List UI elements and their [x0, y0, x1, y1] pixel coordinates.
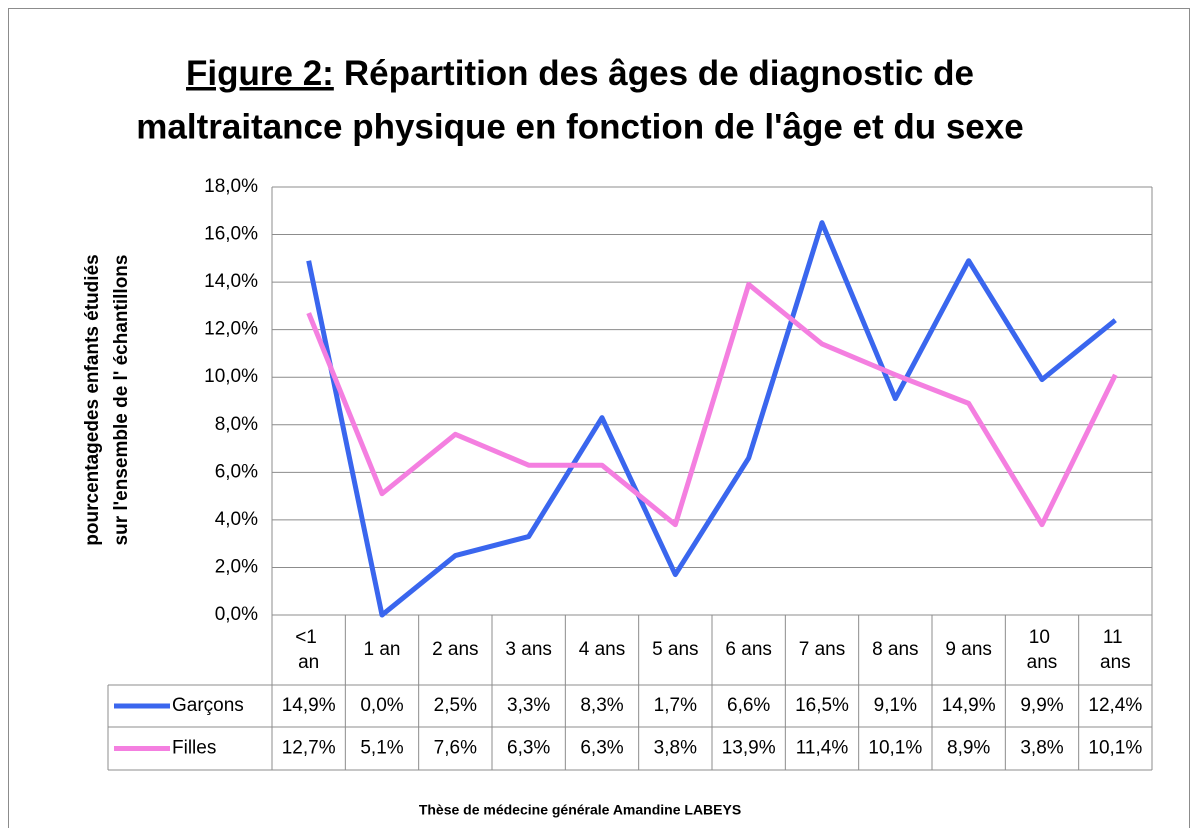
x-tick-label: 9 ans [945, 639, 991, 660]
y-axis-label: sur l'ensemble de l' échantillons [111, 255, 132, 546]
y-tick-label: 0,0% [215, 604, 258, 625]
data-label: 8,9% [947, 738, 990, 759]
y-tick-label: 16,0% [204, 224, 258, 245]
data-label: 13,9% [722, 738, 776, 759]
data-label: 14,9% [282, 695, 336, 716]
data-label: 9,1% [874, 695, 917, 716]
data-label: 14,9% [942, 695, 996, 716]
y-tick-label: 12,0% [204, 319, 258, 340]
y-tick-label: 14,0% [204, 271, 258, 292]
x-tick-label: 2 ans [432, 639, 478, 660]
x-tick-label-line: an [298, 652, 319, 673]
data-label: 7,6% [434, 738, 477, 759]
x-tick-label-line: ans [1100, 652, 1131, 673]
data-label: 3,8% [654, 738, 697, 759]
x-tick-label-line: 10 [1029, 627, 1055, 648]
y-tick-label: 4,0% [215, 509, 258, 530]
data-label: 3,3% [507, 695, 550, 716]
title-prefix: Figure 2: [186, 54, 334, 93]
x-tick-label-line: <1 [295, 627, 322, 648]
x-tick-label-line: ans [1027, 652, 1058, 673]
data-label: 10,1% [1088, 738, 1142, 759]
series-line [306, 220, 1117, 618]
x-tick-label: 5 ans [652, 639, 698, 660]
x-tick-label-line: 11 [1103, 627, 1128, 648]
y-tick-label: 10,0% [204, 366, 258, 387]
data-label: 0,0% [360, 695, 403, 716]
x-tick-label: 3 ans [505, 639, 551, 660]
y-tick-label: 8,0% [215, 414, 258, 435]
x-tick-label: 1 an [364, 639, 401, 660]
data-label: 6,6% [727, 695, 770, 716]
data-label: 1,7% [654, 695, 697, 716]
x-tick-label: 7 ans [799, 639, 845, 660]
chart-title: Figure 2: Répartition des âges de diagnos… [186, 54, 974, 93]
data-label: 11,4% [796, 738, 849, 759]
series-line [306, 281, 1118, 528]
x-tick-label: 4 ans [579, 639, 625, 660]
data-label: 16,5% [795, 695, 849, 716]
legend-label: Filles [172, 738, 216, 759]
y-tick-label: 6,0% [215, 461, 258, 482]
y-tick-label: 2,0% [215, 556, 258, 577]
x-tick-label: <1 an [295, 627, 322, 673]
data-label: 10,1% [868, 738, 922, 759]
x-tick-label: 8 ans [872, 639, 918, 660]
y-tick-label: 18,0% [204, 176, 258, 197]
title-line: maltraitance physique en fonction de l'â… [136, 107, 1023, 146]
title-line: Répartition des âges de diagnostic de [344, 54, 974, 93]
data-label: 3,8% [1020, 738, 1063, 759]
data-label: 5,1% [360, 738, 403, 759]
x-tick-label: 11 ans [1100, 627, 1131, 673]
legend-label: Garçons [172, 695, 244, 716]
data-label: 12,4% [1088, 695, 1142, 716]
data-label: 9,9% [1020, 695, 1063, 716]
x-tick-label: 10 ans [1027, 627, 1058, 673]
x-tick-label: 6 ans [725, 639, 771, 660]
data-label: 8,3% [580, 695, 623, 716]
data-label: 6,3% [580, 738, 623, 759]
data-label: 12,7% [282, 738, 336, 759]
data-label: 6,3% [507, 738, 550, 759]
y-axis-label: pourcentagedes enfants étudiés [82, 254, 103, 545]
footer: Thèse de médecine générale Amandine LABE… [419, 802, 741, 818]
data-label: 2,5% [434, 695, 477, 716]
